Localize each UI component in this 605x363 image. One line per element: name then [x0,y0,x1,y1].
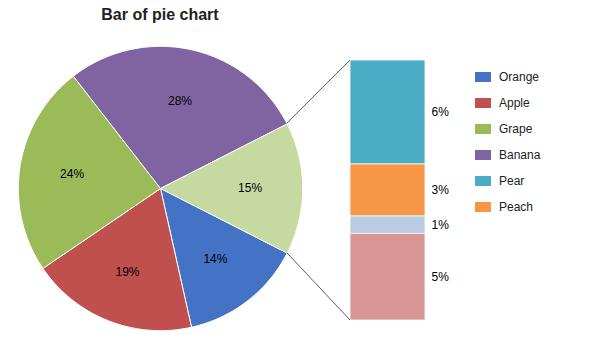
html-text:Orange: Orange [499,70,539,84]
svg-text:15%: 15% [238,181,262,195]
html-text:Pear: Pear [499,174,525,188]
svg-text:14%: 14% [203,252,227,266]
html-text:Apple: Apple [499,96,530,110]
html-text:Peach: Peach [499,200,533,214]
svg-text:3%: 3% [432,183,450,197]
svg-text:24%: 24% [60,167,84,181]
svg-text:28%: 28% [168,94,192,108]
svg-text:6%: 6% [432,105,450,119]
html-text:Grape: Grape [499,122,533,136]
svg-text:1%: 1% [432,218,450,232]
html-text:Banana: Banana [499,148,541,162]
svg-text:19%: 19% [116,265,140,279]
svg-text:5%: 5% [432,270,450,284]
html-text:Bar of pie chart: Bar of pie chart [101,6,219,23]
